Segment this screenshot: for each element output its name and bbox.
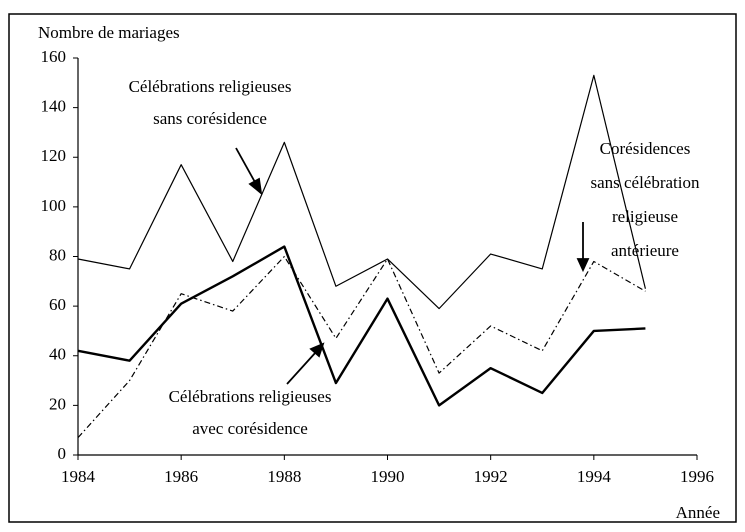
y-tick-label: 20 <box>49 394 66 413</box>
y-tick-label: 60 <box>49 295 66 314</box>
x-tick-label: 1996 <box>680 467 714 486</box>
y-tick-label: 80 <box>49 245 66 264</box>
annotation: religieuse <box>612 207 678 226</box>
y-tick-label: 140 <box>41 97 67 116</box>
annotation: sans corésidence <box>153 109 267 128</box>
arrows <box>235 147 590 385</box>
annotation: Célébrations religieuses <box>129 77 292 96</box>
y-tick-label: 100 <box>41 196 67 215</box>
annotation: avec corésidence <box>192 419 308 438</box>
line-series <box>77 255 646 439</box>
line-series <box>77 74 647 310</box>
annotation: sans célébration <box>590 173 700 192</box>
arrow-head <box>576 258 590 273</box>
arrow-head <box>309 342 325 358</box>
annotation: Corésidences <box>600 139 691 158</box>
x-tick-label: 1986 <box>164 467 198 486</box>
x-axis-label: Année <box>676 503 720 522</box>
x-tick-label: 1988 <box>267 467 301 486</box>
y-tick-label: 160 <box>41 47 67 66</box>
annotation: antérieure <box>611 241 679 260</box>
arrow-head <box>248 177 263 196</box>
x-tick-label: 1984 <box>61 467 96 486</box>
y-tick-label: 40 <box>49 345 66 364</box>
frame <box>8 13 737 523</box>
y-tick-label: 0 <box>58 444 67 463</box>
y-axis-label: Nombre de mariages <box>38 23 180 42</box>
arrow <box>235 147 257 185</box>
x-tick-label: 1992 <box>474 467 508 486</box>
line-series <box>77 245 646 407</box>
y-tick-label: 120 <box>41 146 67 165</box>
x-tick-label: 1994 <box>577 467 612 486</box>
arrow <box>286 351 317 385</box>
x-tick-label: 1990 <box>371 467 405 486</box>
annotation: Célébrations religieuses <box>169 387 332 406</box>
